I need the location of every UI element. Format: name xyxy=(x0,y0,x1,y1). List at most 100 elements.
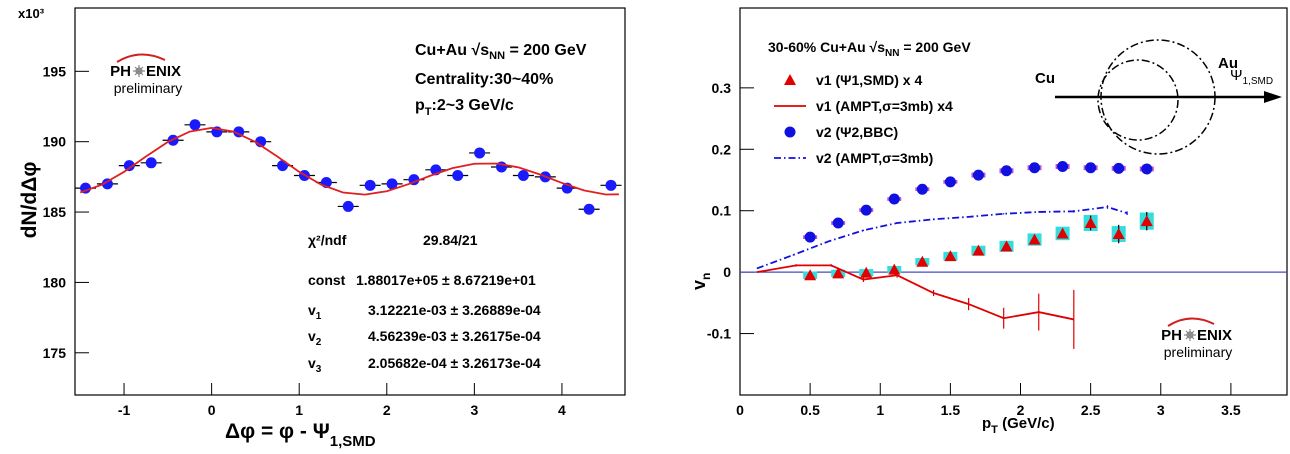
x-axis-label: Δφ = φ - Ψ1,SMD xyxy=(225,420,376,450)
x-tick-label: 3 xyxy=(1157,402,1165,418)
y-tick-label: 0.2 xyxy=(712,141,732,157)
x-tick-label: 1 xyxy=(876,402,884,418)
y-tick-label: 190 xyxy=(43,134,67,150)
logo-arc xyxy=(116,53,166,63)
marker xyxy=(1000,240,1013,252)
marker xyxy=(888,263,901,275)
legend-label: v1 (AMPT,σ=3mb) x4 xyxy=(816,98,953,114)
y-tick-label: 195 xyxy=(43,63,67,79)
y-axis-label: vn xyxy=(689,273,713,290)
legend-label: v1 (Ψ1,SMD) x 4 xyxy=(816,72,922,88)
x-tick-label: 0 xyxy=(208,402,216,418)
fit-label: v3 xyxy=(308,355,322,375)
legend-swatch xyxy=(784,126,796,138)
marker xyxy=(517,169,529,181)
marker xyxy=(1028,233,1041,245)
marker xyxy=(1056,227,1069,239)
marker xyxy=(972,244,985,256)
y-axis-label: dN/dΔφ xyxy=(18,162,41,239)
legend-label: v2 (AMPT,σ=3mb) xyxy=(816,150,933,166)
logo-sun xyxy=(1184,329,1196,341)
fit-label: v1 xyxy=(308,302,322,322)
line xyxy=(79,126,619,196)
logo-sun xyxy=(133,65,145,77)
marker xyxy=(342,200,354,212)
logo-text: PH xyxy=(110,63,131,80)
marker xyxy=(944,250,957,262)
y-tick-label: 0.1 xyxy=(712,203,732,219)
logo-subtitle: preliminary xyxy=(114,80,182,96)
plot-frame xyxy=(739,7,1288,396)
marker xyxy=(944,176,956,188)
diagram-label: Cu xyxy=(1035,70,1055,87)
marker xyxy=(916,255,929,267)
fit-value: 2.05682e-04 ± 3.26173e-04 xyxy=(368,355,541,371)
marker xyxy=(860,204,872,216)
fit-label: const xyxy=(308,272,346,288)
marker xyxy=(1000,165,1012,177)
x-tick-label: 4 xyxy=(558,402,566,418)
y-multiplier: x10³ xyxy=(18,6,45,21)
marker xyxy=(1140,215,1153,227)
diagram-label: Au xyxy=(1218,55,1238,72)
y-tick-label: 0 xyxy=(723,264,731,280)
marker xyxy=(832,217,844,229)
logo-arc xyxy=(1167,317,1215,327)
annotation: Cu+Au √sNN = 200 GeV xyxy=(415,42,587,62)
diagram-label: Ψ1,SMD xyxy=(1230,67,1273,87)
fit-value: 4.56239e-03 ± 3.26175e-04 xyxy=(368,328,541,344)
x-tick-label: 1 xyxy=(295,402,303,418)
marker xyxy=(860,266,873,278)
marker xyxy=(1113,162,1125,174)
x-tick-label: 2 xyxy=(383,402,391,418)
marker xyxy=(1112,228,1125,240)
marker xyxy=(888,193,900,205)
y-tick-label: -0.1 xyxy=(707,326,731,342)
marker xyxy=(1057,160,1069,172)
legend-swatch xyxy=(784,74,796,85)
marker xyxy=(123,160,135,172)
arrow-head xyxy=(1264,91,1282,103)
marker xyxy=(832,267,845,279)
annotation: pT:2~3 GeV/c xyxy=(415,97,514,118)
fit-value: 1.88017e+05 ± 8.67219e+01 xyxy=(356,272,536,288)
x-tick-label: 0.5 xyxy=(800,402,820,418)
marker xyxy=(1029,162,1041,174)
line xyxy=(756,264,1074,321)
y-tick-label: 0.3 xyxy=(712,80,732,96)
x-tick-label: -1 xyxy=(118,402,131,418)
x-tick-label: 1.5 xyxy=(941,402,961,418)
marker xyxy=(386,178,398,190)
x-axis-label: pT (GeV/c) xyxy=(982,415,1055,436)
logo-text: PH xyxy=(1161,327,1182,344)
annotation: 30-60% Cu+Au √sNN = 200 GeV xyxy=(768,39,971,59)
x-tick-label: 3 xyxy=(470,402,478,418)
legend-label: v2 (Ψ2,BBC) xyxy=(816,124,898,140)
fit-value: 3.12221e-03 ± 3.26889e-04 xyxy=(368,302,541,318)
marker xyxy=(145,157,157,169)
marker xyxy=(583,203,595,215)
logo-text: ENIX xyxy=(146,63,181,80)
logo-subtitle: preliminary xyxy=(1164,344,1232,360)
marker xyxy=(1085,162,1097,174)
y-tick-label: 185 xyxy=(43,204,67,220)
x-tick-label: 2 xyxy=(1017,402,1025,418)
marker xyxy=(189,119,201,131)
marker xyxy=(1141,163,1153,175)
marker xyxy=(474,147,486,159)
marker xyxy=(452,169,464,181)
plot-frame xyxy=(74,7,626,396)
annotation: Centrality:30~40% xyxy=(415,71,553,88)
y-tick-label: 175 xyxy=(43,345,67,361)
fit-value: 29.84/21 xyxy=(423,232,478,248)
y-tick-label: 180 xyxy=(43,274,67,290)
marker xyxy=(916,183,928,195)
fit-label: v2 xyxy=(308,328,322,348)
marker xyxy=(972,169,984,181)
marker xyxy=(101,178,113,190)
x-tick-label: 0 xyxy=(736,402,744,418)
x-tick-label: 2.5 xyxy=(1081,402,1101,418)
marker xyxy=(605,179,617,191)
fit-label: χ²/ndf xyxy=(308,232,347,248)
